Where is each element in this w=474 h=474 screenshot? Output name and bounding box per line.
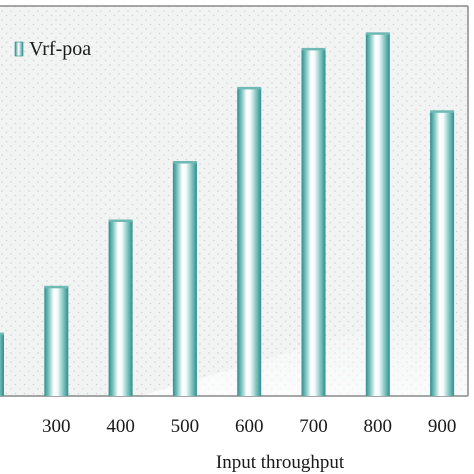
- x-tick-label: 300: [42, 416, 71, 437]
- bar-top-700: [301, 47, 326, 51]
- bar-top-200: [0, 332, 4, 336]
- bar-top-300: [44, 285, 69, 289]
- bar-500: [172, 162, 197, 396]
- bar-top-800: [365, 32, 390, 35]
- bar-800: [365, 33, 390, 397]
- x-tick-label: 800: [364, 416, 393, 437]
- bar-600: [237, 87, 262, 397]
- legend-label: Vrf-poa: [29, 38, 91, 60]
- x-tick-label: 500: [171, 416, 200, 437]
- bar-900: [430, 111, 455, 397]
- bar-series-vrf-poa: [0, 32, 455, 397]
- x-tick-label: 400: [106, 416, 135, 437]
- bar-400: [108, 220, 133, 396]
- bar-top-900: [430, 110, 455, 113]
- x-axis-title: Input throughput: [216, 452, 345, 473]
- bar-top-500: [172, 161, 197, 164]
- bar-top-400: [108, 219, 133, 222]
- x-tick-label: 700: [299, 416, 328, 437]
- floor-shading: [0, 300, 468, 396]
- bar-top-600: [237, 86, 262, 90]
- bar-700: [301, 48, 326, 397]
- legend-swatch: [14, 41, 24, 57]
- bar-200: [0, 333, 4, 396]
- x-tick-labels: 0300400500600700800900: [42, 416, 457, 437]
- bar-300: [44, 286, 69, 396]
- legend: Vrf-poa: [14, 38, 91, 60]
- x-tick-label: 600: [235, 416, 264, 437]
- plot-area: [0, 5, 469, 397]
- x-tick-label: 900: [428, 416, 457, 437]
